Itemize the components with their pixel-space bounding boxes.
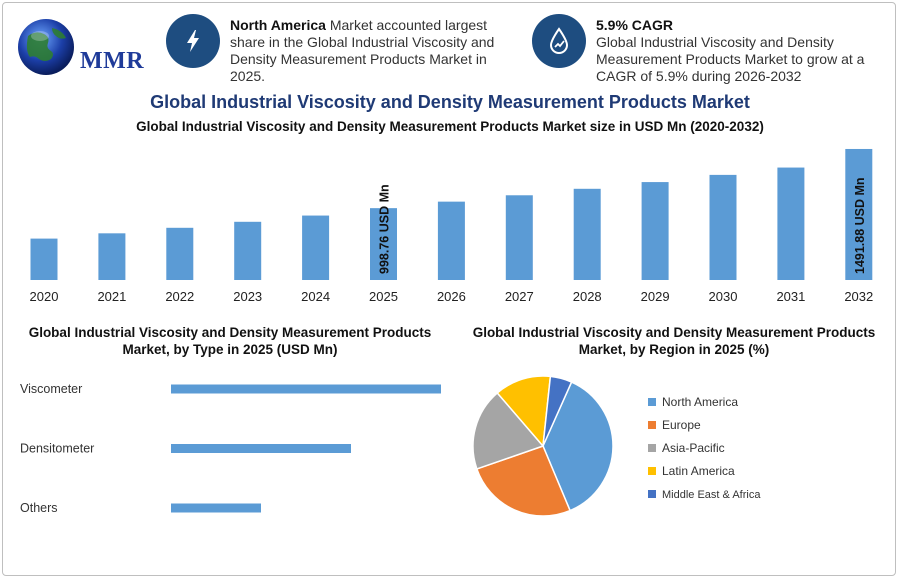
pie-slice-north-america [542, 381, 614, 512]
callout-1-bold: North America [230, 17, 326, 33]
mmr-logo: MMR [14, 16, 144, 78]
x-tick-2031: 2031 [776, 289, 805, 304]
x-tick-2024: 2024 [301, 289, 330, 304]
growth-drop-icon [532, 14, 586, 68]
page-title: Global Industrial Viscosity and Density … [150, 92, 750, 112]
bar-2022 [166, 227, 194, 280]
legend-label-asia-pacific: Asia-Pacific [662, 441, 725, 455]
bar-2030 [709, 174, 737, 280]
legend-label-north-america: North America [662, 395, 738, 409]
x-tick-2030: 2030 [709, 289, 738, 304]
category-label-viscometer: Viscometer [20, 382, 82, 396]
x-tick-2021: 2021 [97, 289, 126, 304]
hbar-densitometer [171, 444, 351, 453]
bar-2024 [302, 215, 330, 280]
x-tick-2020: 2020 [30, 289, 59, 304]
lightning-icon [166, 14, 220, 68]
globe-icon [18, 19, 74, 75]
bar-2023 [234, 221, 262, 280]
bar-2025 [370, 208, 397, 280]
hbar-viscometer [171, 384, 441, 394]
x-tick-2027: 2027 [505, 289, 534, 304]
bar-2020 [30, 238, 58, 280]
pie-slice-europe [475, 445, 572, 517]
by-region-title-line1: Global Industrial Viscosity and Density … [472, 325, 876, 340]
callout-2-bold: 5.9% CAGR [596, 17, 674, 33]
bar-2032 [845, 148, 873, 280]
bar-chart-title: Global Industrial Viscosity and Density … [136, 119, 764, 134]
by-type-title-line1: Global Industrial Viscosity and Density … [28, 325, 432, 340]
x-tick-2029: 2029 [641, 289, 670, 304]
legend-swatch-europe [648, 421, 656, 429]
bar-2028 [573, 188, 601, 280]
legend-swatch-latin-america [648, 467, 656, 475]
legend-swatch-asia-pacific [648, 444, 656, 452]
by-region-title: Global Industrial Viscosity and Density … [452, 324, 896, 358]
legend-swatch-north-america [648, 398, 656, 406]
x-tick-2032: 2032 [844, 289, 873, 304]
bar-2029 [641, 182, 669, 280]
bar-2027 [505, 195, 533, 280]
by-type-title-line2: Market, by Type in 2025 (USD Mn) [122, 342, 338, 357]
category-label-densitometer: Densitometer [20, 442, 94, 456]
legend-label-europe: Europe [662, 418, 701, 432]
by-type-bar-chart: Viscometer Densitometer Others [20, 382, 441, 515]
callout-2-text: Global Industrial Viscosity and Density … [596, 34, 865, 84]
legend-swatch-middle-east-africa [648, 490, 656, 498]
by-region-title-line2: Market, by Region in 2025 (%) [578, 342, 770, 357]
legend-label-latin-america: Latin America [662, 464, 735, 478]
hbar-others [171, 503, 261, 513]
logo-text: MMR [80, 48, 145, 74]
x-tick-2028: 2028 [573, 289, 602, 304]
callout-cagr: 5.9% CAGR Global Industrial Viscosity an… [596, 17, 886, 85]
market-size-bar-chart: 2020 2021 2022 2023 2024 2025 998.76 USD Mn 202… [30, 148, 873, 304]
x-tick-2025: 2025 [369, 289, 398, 304]
callout-1-text: Market accounted largest share in the Gl… [230, 17, 495, 84]
pie-slice-asia-pacific [472, 391, 545, 470]
x-tick-2022: 2022 [165, 289, 194, 304]
bar-2031 [777, 167, 805, 280]
by-type-title: Global Industrial Viscosity and Density … [10, 324, 450, 358]
bar-2021 [98, 233, 126, 280]
bar-2026 [437, 201, 465, 280]
x-tick-2026: 2026 [437, 289, 466, 304]
data-label-2032: 1491.88 USD Mn [853, 177, 867, 274]
x-tick-2023: 2023 [233, 289, 262, 304]
pie-slice-middle-east-africa [542, 375, 573, 447]
data-label-2025: 998.76 USD Mn [378, 184, 392, 274]
legend-label-middle-east-africa: Middle East & Africa [662, 489, 761, 501]
by-region-pie-chart: North America Europe Asia-Pacific Latin Ame… [472, 375, 761, 517]
callout-north-america: North America Market accounted largest s… [230, 17, 505, 85]
pie-slice-latin-america [496, 375, 552, 448]
category-label-others: Others [20, 501, 58, 515]
